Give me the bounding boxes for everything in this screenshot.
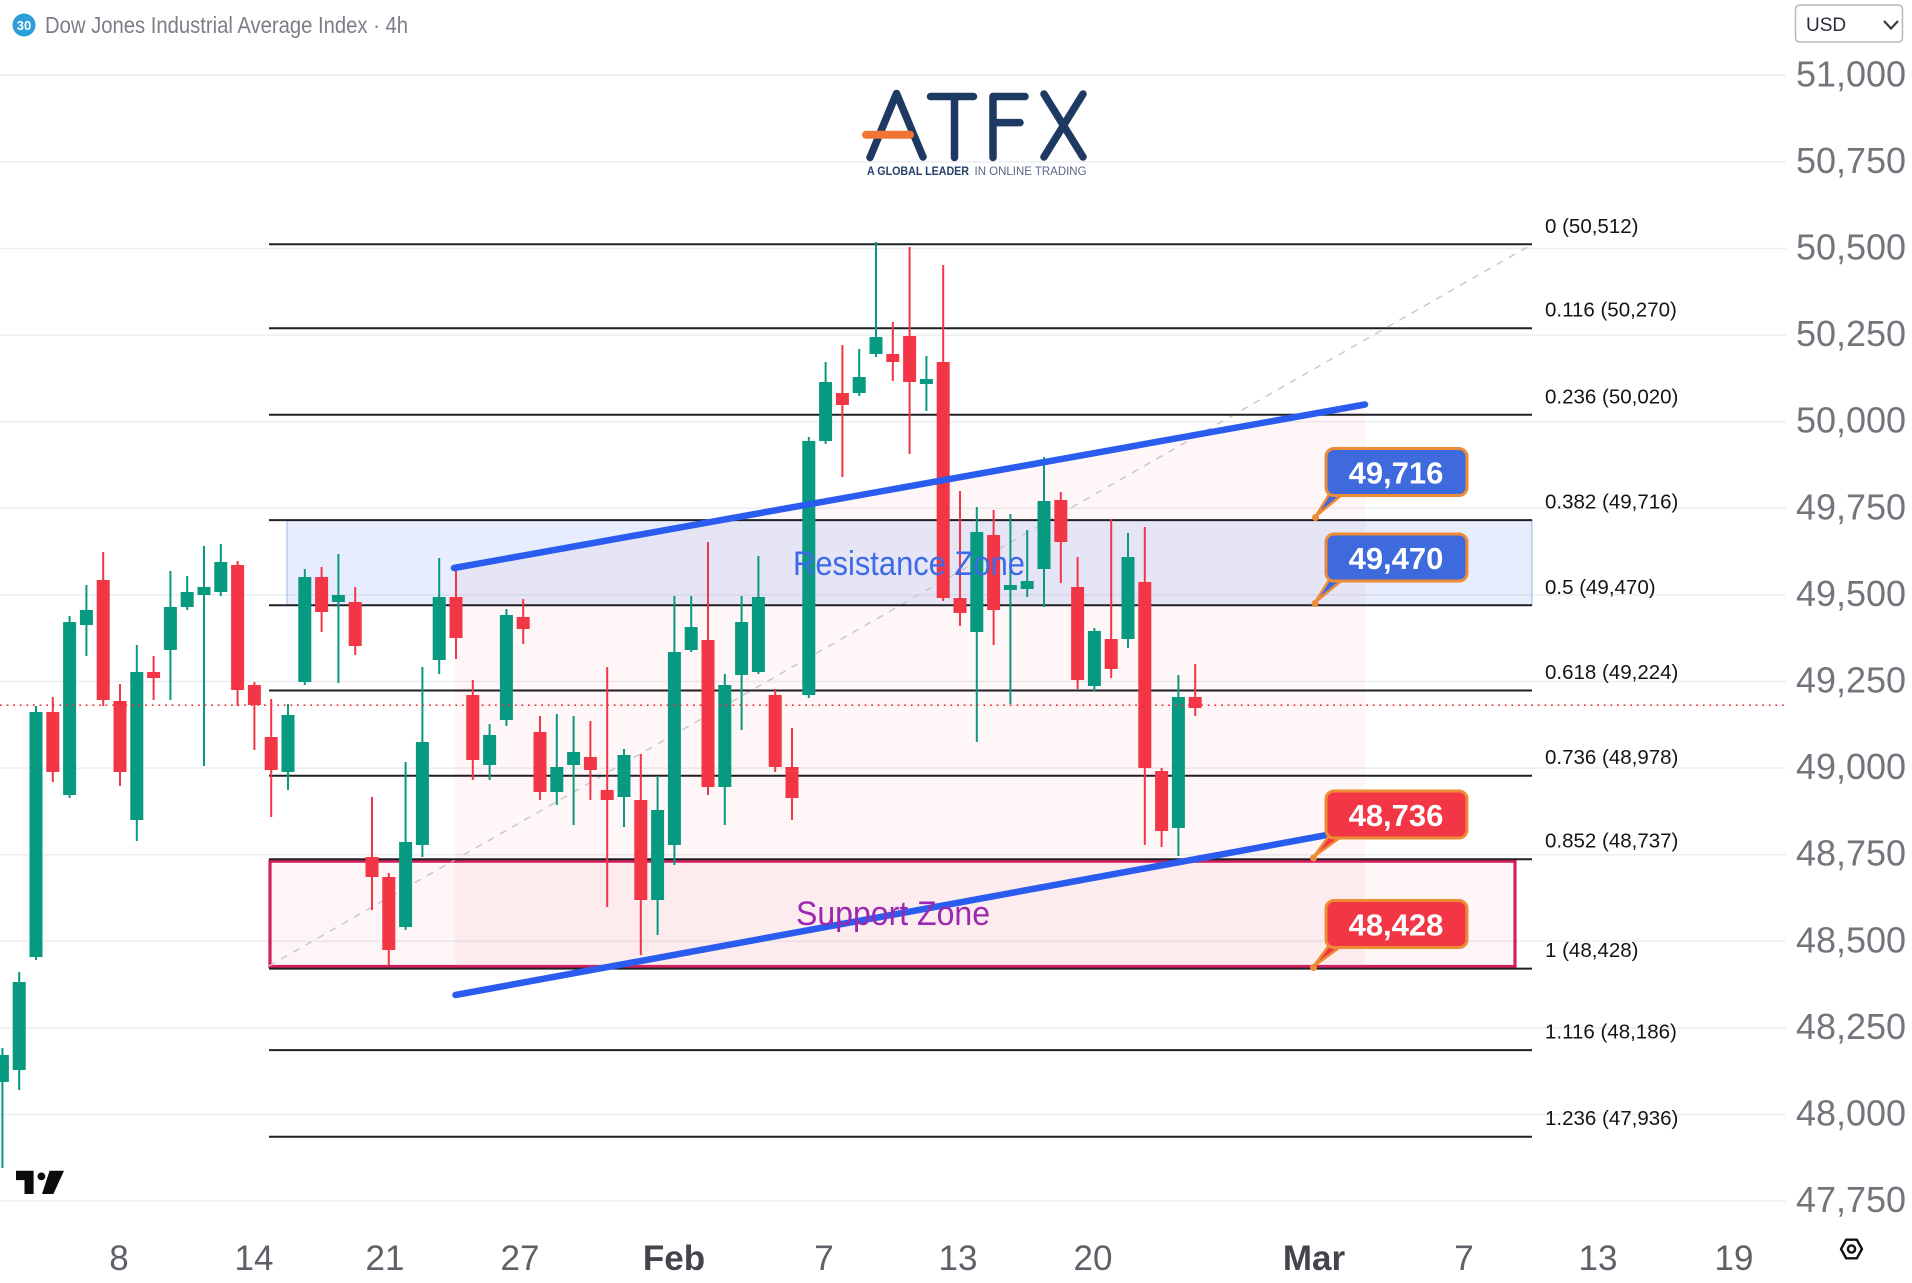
svg-text:13: 13 (939, 1239, 978, 1278)
svg-text:0.5 (49,470): 0.5 (49,470) (1545, 576, 1656, 599)
svg-text:27: 27 (501, 1239, 540, 1278)
svg-text:14: 14 (235, 1239, 274, 1278)
svg-text:0.236 (50,020): 0.236 (50,020) (1545, 385, 1678, 408)
svg-text:Feb: Feb (643, 1239, 705, 1278)
svg-text:20: 20 (1074, 1239, 1113, 1278)
svg-text:49,250: 49,250 (1796, 660, 1906, 701)
svg-text:48,500: 48,500 (1796, 919, 1906, 960)
svg-text:19: 19 (1715, 1239, 1754, 1278)
svg-text:51,000: 51,000 (1796, 53, 1906, 94)
svg-text:0 (50,512): 0 (50,512) (1545, 215, 1638, 238)
svg-text:48,428: 48,428 (1349, 908, 1444, 943)
svg-text:30: 30 (17, 18, 31, 33)
svg-text:13: 13 (1579, 1239, 1618, 1278)
svg-text:48,000: 48,000 (1796, 1093, 1906, 1134)
svg-text:7: 7 (1454, 1239, 1473, 1278)
svg-text:48,750: 48,750 (1796, 833, 1906, 874)
svg-text:49,716: 49,716 (1349, 456, 1444, 491)
svg-text:Mar: Mar (1283, 1239, 1346, 1278)
svg-text:Resistance Zone: Resistance Zone (793, 545, 1025, 583)
svg-text:Dow Jones Industrial Average I: Dow Jones Industrial Average Index · 4h (45, 12, 408, 38)
svg-text:IN ONLINE TRADING: IN ONLINE TRADING (975, 166, 1087, 178)
svg-text:1.236 (47,936): 1.236 (47,936) (1545, 1107, 1678, 1130)
svg-text:50,500: 50,500 (1796, 227, 1906, 268)
svg-text:47,750: 47,750 (1796, 1179, 1906, 1220)
svg-text:1.116 (48,186): 1.116 (48,186) (1545, 1021, 1677, 1044)
svg-text:8: 8 (109, 1239, 128, 1278)
svg-text:A GLOBAL LEADER: A GLOBAL LEADER (867, 166, 970, 178)
svg-text:49,500: 49,500 (1796, 573, 1906, 614)
svg-text:0.736 (48,978): 0.736 (48,978) (1545, 746, 1678, 769)
svg-text:49,470: 49,470 (1349, 541, 1444, 576)
svg-text:0.852 (48,737): 0.852 (48,737) (1545, 830, 1678, 853)
svg-text:50,000: 50,000 (1796, 400, 1906, 441)
svg-text:0.116 (50,270): 0.116 (50,270) (1545, 299, 1677, 322)
svg-text:48,250: 48,250 (1796, 1006, 1906, 1047)
svg-text:0.618 (49,224): 0.618 (49,224) (1545, 661, 1678, 684)
svg-text:Support Zone: Support Zone (796, 895, 990, 933)
svg-text:49,750: 49,750 (1796, 486, 1906, 527)
svg-text:50,750: 50,750 (1796, 140, 1906, 181)
svg-text:0.382 (49,716): 0.382 (49,716) (1545, 491, 1678, 514)
svg-text:1 (48,428): 1 (48,428) (1545, 939, 1638, 962)
svg-text:49,000: 49,000 (1796, 746, 1906, 787)
svg-text:USD: USD (1806, 15, 1846, 36)
svg-text:7: 7 (814, 1239, 833, 1278)
svg-text:21: 21 (366, 1239, 405, 1278)
svg-text:50,250: 50,250 (1796, 313, 1906, 354)
svg-text:48,736: 48,736 (1349, 798, 1444, 833)
